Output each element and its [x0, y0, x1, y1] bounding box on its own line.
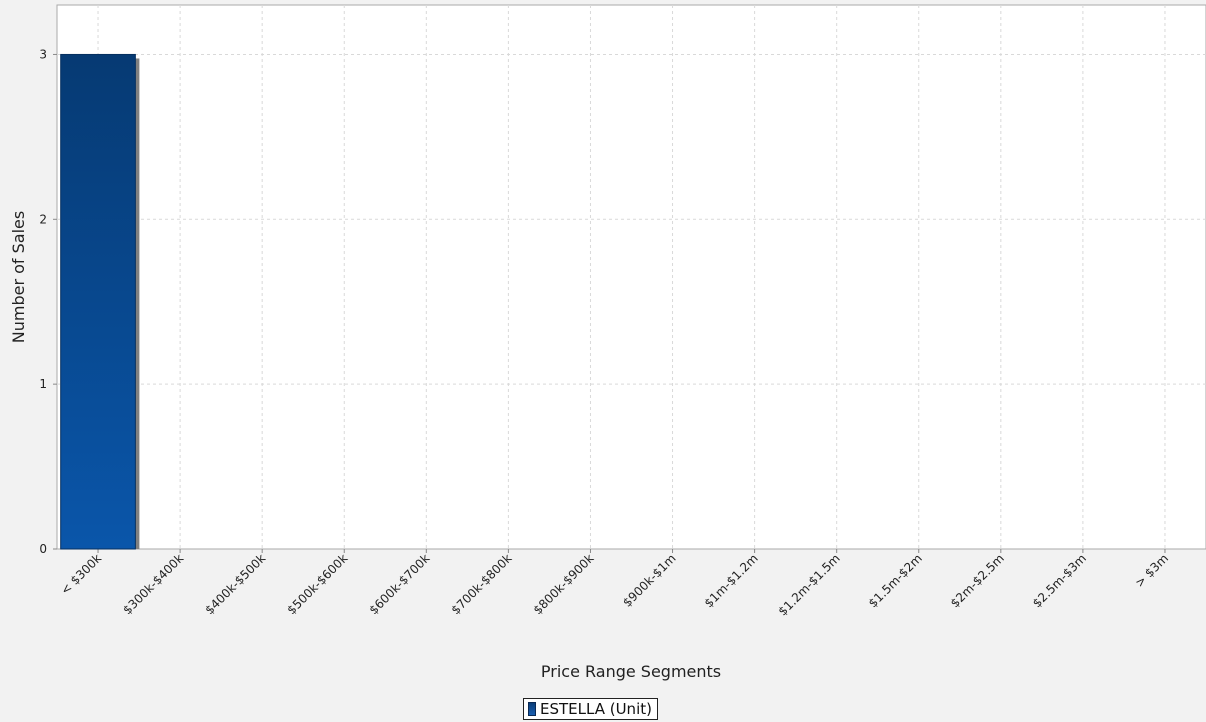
y-tick-label: 1 — [39, 377, 47, 391]
x-tick-label: $300k-$400k — [120, 551, 186, 617]
x-tick-label: $2.5m-$3m — [1030, 551, 1089, 610]
legend: ESTELLA (Unit) — [523, 698, 658, 720]
y-axis-ticks: 0 1 2 3 — [39, 47, 47, 556]
x-tick-label: $1m-$1.2m — [702, 551, 761, 610]
legend-swatch — [528, 702, 536, 716]
x-tick-label: $600k-$700k — [366, 551, 432, 617]
plot-area — [56, 4, 1206, 550]
x-tick-label: > $3m — [1132, 551, 1171, 590]
x-tick-label: $500k-$600k — [284, 551, 350, 617]
bars — [60, 53, 140, 550]
x-tick-label: $1.2m-$1.5m — [776, 551, 843, 618]
legend-label: ESTELLA (Unit) — [540, 700, 652, 718]
x-tick-label: $800k-$900k — [531, 551, 597, 617]
x-tick-label: $1.5m-$2m — [866, 551, 925, 610]
y-tick-label: 2 — [39, 212, 47, 226]
x-tick-label: $2m-$2.5m — [948, 551, 1007, 610]
y-tick-label: 0 — [39, 542, 47, 556]
x-tick-label: $900k-$1m — [620, 551, 679, 610]
x-axis-title: Price Range Segments — [541, 662, 721, 681]
x-axis-ticks: < $300k $300k-$400k $400k-$500k $500k-$600k… — [58, 551, 1171, 618]
x-tick-label: $400k-$500k — [202, 551, 268, 617]
y-axis-title: Number of Sales — [9, 211, 28, 343]
bar — [60, 53, 136, 550]
x-tick-label: < $300k — [58, 551, 104, 597]
y-tick-label: 3 — [39, 47, 47, 61]
x-tick-label: $700k-$800k — [449, 551, 515, 617]
